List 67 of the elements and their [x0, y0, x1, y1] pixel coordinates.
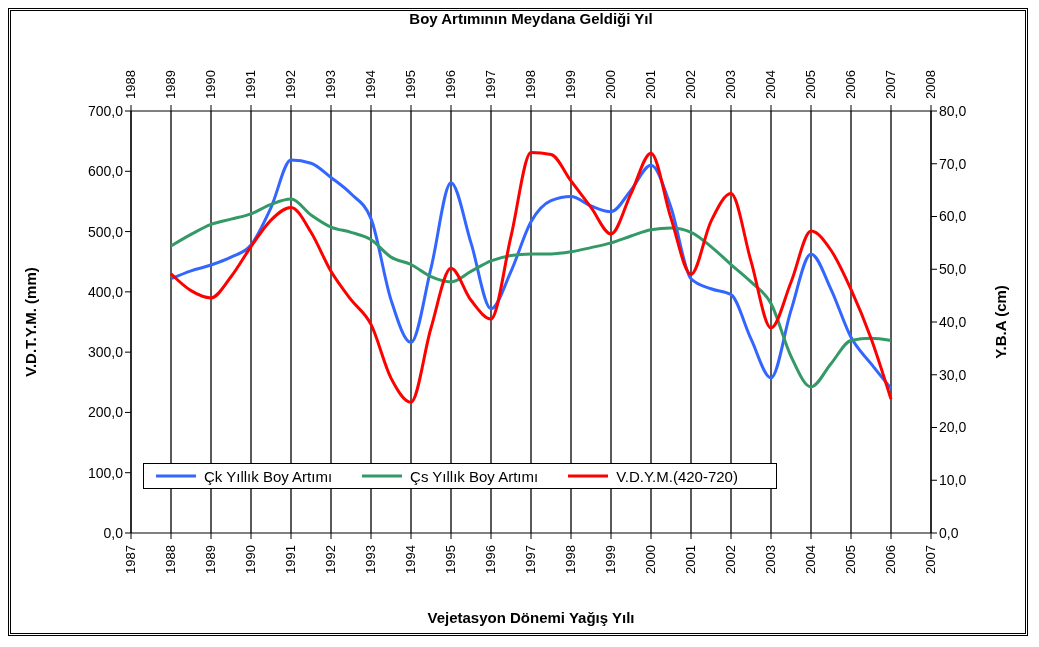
x-tick-label: 1998: [563, 545, 578, 574]
y-tick-label: 700,0: [87, 102, 124, 119]
x2-tick-label: 1999: [563, 70, 578, 99]
y2-tick-label: 40,0: [939, 313, 967, 330]
x2-tick-label: 2003: [723, 70, 738, 99]
x-tick-label: 1999: [603, 545, 618, 574]
legend-label: Çs Yıllık Boy Artımı: [409, 467, 539, 485]
x-tick-label: 2000: [643, 545, 658, 574]
x2-tick-label: 2000: [603, 70, 618, 99]
x2-tick-label: 2007: [883, 70, 898, 99]
x-tick-label: 2001: [683, 545, 698, 574]
x-tick-label: 2006: [883, 545, 898, 574]
x-tick-label: 2007: [923, 545, 938, 574]
y2-tick-label: 50,0: [939, 261, 967, 278]
y2-tick-label: 70,0: [939, 155, 967, 172]
x-tick-label: 1996: [483, 545, 498, 574]
x2-tick-label: 1989: [163, 70, 178, 99]
x2-tick-label: 1996: [443, 70, 458, 99]
x2-tick-label: 1988: [123, 70, 138, 99]
x-tick-label: 2002: [723, 545, 738, 574]
x2-tick-label: 1993: [323, 70, 338, 99]
y-tick-label: 0,0: [103, 524, 124, 541]
x-tick-label: 1992: [323, 545, 338, 574]
x-tick-label: 1987: [123, 545, 138, 574]
legend-label: V.D.Y.M.(420-720): [615, 467, 738, 485]
x2-tick-label: 1991: [243, 70, 258, 99]
x-tick-label: 2005: [843, 545, 858, 574]
y-tick-label: 100,0: [87, 464, 124, 481]
y2-axis-title: Y.B.A (cm): [992, 285, 1010, 359]
x-axis-title: Vejetasyon Dönemi Yağış Yılı: [427, 609, 635, 626]
x2-tick-label: 1992: [283, 70, 298, 99]
x2-tick-label: 2008: [923, 70, 938, 99]
x2-tick-label: 2004: [763, 70, 778, 99]
y2-tick-label: 80,0: [939, 102, 967, 119]
x-tick-label: 1993: [363, 545, 378, 574]
x-tick-label: 1990: [243, 545, 258, 574]
y2-tick-label: 60,0: [939, 208, 967, 225]
y-tick-label: 600,0: [87, 163, 124, 180]
x2-axis-title: Boy Artımının Meydana Geldiği Yıl: [409, 9, 653, 27]
y-tick-label: 400,0: [87, 283, 124, 300]
x-tick-label: 2003: [763, 545, 778, 574]
legend-label: Çk Yıllık Boy Artımı: [203, 467, 333, 485]
x-tick-label: 1997: [523, 545, 538, 574]
x2-tick-label: 2001: [643, 70, 658, 99]
x2-tick-label: 2002: [683, 70, 698, 99]
y-axis-title: V.D.T.Y.M. (mm): [22, 267, 40, 377]
x2-tick-label: 2005: [803, 70, 818, 99]
x-tick-label: 1991: [283, 545, 298, 574]
x-tick-label: 1995: [443, 545, 458, 574]
line-series: [169, 197, 893, 389]
x2-tick-label: 1990: [203, 70, 218, 99]
y2-tick-label: 30,0: [939, 366, 967, 383]
x-tick-label: 1994: [403, 545, 418, 574]
x2-tick-label: 1995: [403, 70, 418, 99]
y-tick-label: 300,0: [87, 344, 124, 361]
x2-tick-label: 2006: [843, 70, 858, 99]
x-tick-label: 1988: [163, 545, 178, 574]
y-tick-label: 200,0: [87, 404, 124, 421]
x2-tick-label: 1994: [363, 70, 378, 99]
y2-tick-label: 0,0: [939, 524, 959, 541]
x-tick-label: 1989: [203, 545, 218, 574]
x-tick-label: 2004: [803, 545, 818, 574]
y-tick-label: 500,0: [87, 223, 124, 240]
x2-tick-label: 1997: [483, 70, 498, 99]
y2-tick-label: 20,0: [939, 419, 967, 436]
x2-tick-label: 1998: [523, 70, 538, 99]
y2-tick-label: 10,0: [939, 472, 967, 489]
